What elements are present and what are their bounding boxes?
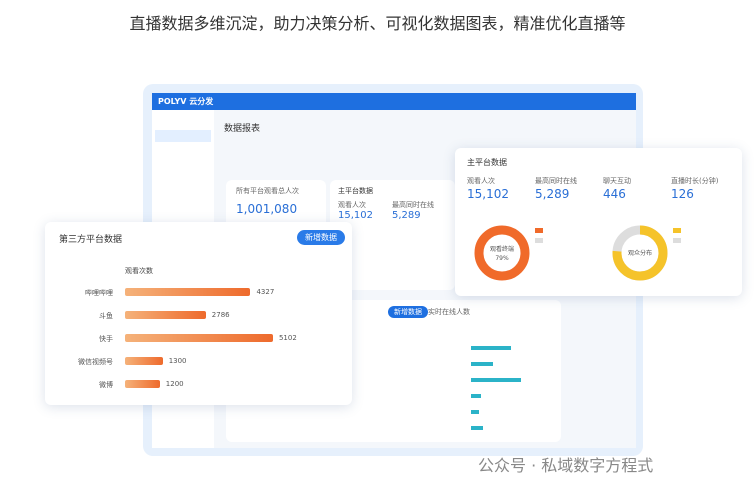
donut-label: 观众分布 xyxy=(628,249,652,257)
legend-swatch xyxy=(535,228,543,233)
card-title: 第三方平台数据 xyxy=(59,235,123,245)
donut-percent: 79% xyxy=(495,255,509,262)
page-title: 数据报表 xyxy=(224,124,261,134)
add-button[interactable]: 新增数据 xyxy=(297,230,345,245)
donut-right: 观众分布 xyxy=(612,225,668,281)
sidebar-active xyxy=(155,130,211,142)
metric-label: 聊天互动 xyxy=(603,177,631,185)
tab[interactable]: 实时在线人数 xyxy=(428,308,470,316)
bar-value: 4327 xyxy=(256,288,275,296)
headline: 直播数据多维沉淀，助力决策分析、可视化数据图表，精准优化直播等 xyxy=(129,14,626,33)
watermark: 公众号 · 私域数字方程式 xyxy=(478,456,654,475)
bar xyxy=(125,288,251,296)
main-platform-card: 主平台数据 观看终端 79% 观众分布 观看人次 15,102 最高同时在线 5,28… xyxy=(455,148,742,296)
row-label: 快手 xyxy=(99,335,113,343)
metric-label: 直播时长(分钟) xyxy=(671,177,719,185)
bar xyxy=(125,380,160,388)
bar-value: 1300 xyxy=(168,357,187,365)
row-label: 斗鱼 xyxy=(99,312,113,320)
metric-value: 446 xyxy=(603,187,626,201)
main-small-title: 主平台数据 xyxy=(338,187,373,195)
app-header xyxy=(152,93,636,110)
metric-label: 观看人次 xyxy=(338,201,366,209)
metric-value: 15,102 xyxy=(338,210,373,221)
tab[interactable]: 新增数据 xyxy=(388,306,428,318)
row-label: 微信视频号 xyxy=(78,358,113,366)
metric-label: 最高同时在线 xyxy=(392,201,434,209)
metric-value: 5,289 xyxy=(392,210,421,221)
metric-value: 15,102 xyxy=(467,187,509,201)
total-label: 所有平台观看总人次 xyxy=(236,187,299,195)
row-label: 微博 xyxy=(99,381,113,389)
metric-label: 最高同时在线 xyxy=(535,177,577,185)
donut-label: 观看终端 xyxy=(490,245,514,253)
total-card: 所有平台观看总人次 1,001,080 xyxy=(226,180,326,230)
donut-left: 观看终端 79% xyxy=(474,225,530,281)
bar xyxy=(125,311,206,319)
mini-bars xyxy=(471,346,521,430)
bar xyxy=(125,334,273,342)
card-title: 主平台数据 xyxy=(467,158,507,167)
column-header: 观看次数 xyxy=(125,267,153,275)
metric-value: 126 xyxy=(671,187,694,201)
bar-value: 1200 xyxy=(165,380,184,388)
legend-swatch xyxy=(673,228,681,233)
third-party-card: 第三方平台数据 新增数据 观看次数 哔哩哔哩 4327 斗鱼 2786 快手 5102 微信… xyxy=(45,222,352,405)
row-label: 哔哩哔哩 xyxy=(85,289,113,297)
bar xyxy=(125,357,163,365)
logo: POLYV 云分发 xyxy=(158,97,214,106)
legend-swatch xyxy=(535,238,543,243)
metric-value: 5,289 xyxy=(535,187,570,201)
metric-label: 观看人次 xyxy=(467,177,495,185)
total-value: 1,001,080 xyxy=(236,202,298,216)
bar-value: 2786 xyxy=(211,311,230,319)
bar-value: 5102 xyxy=(278,334,297,342)
legend-swatch xyxy=(673,238,681,243)
